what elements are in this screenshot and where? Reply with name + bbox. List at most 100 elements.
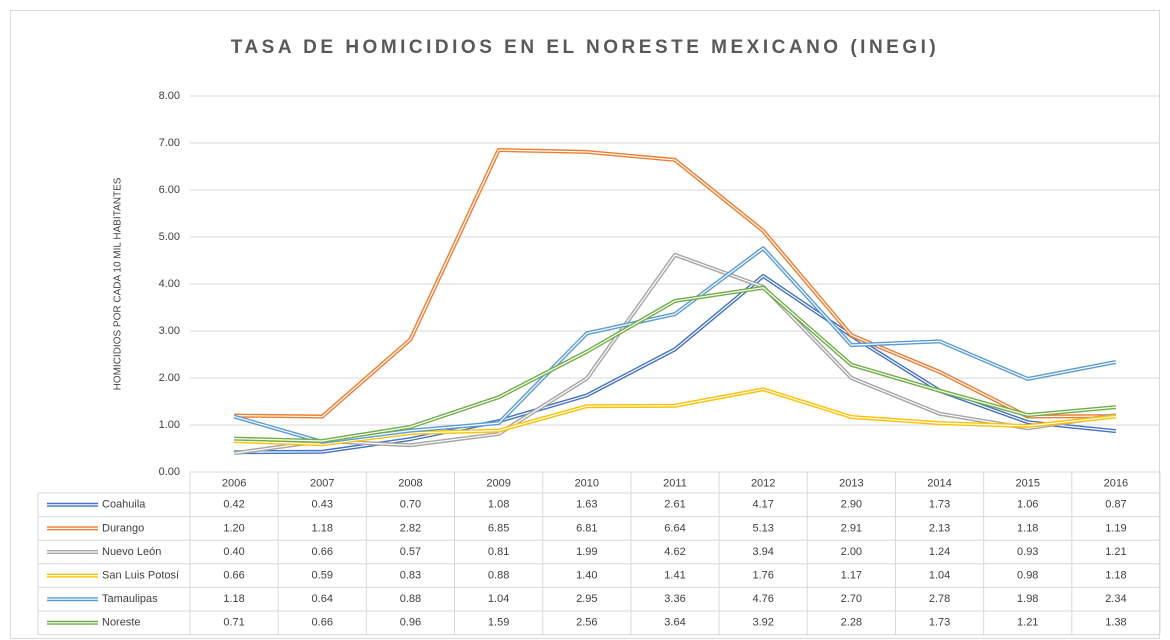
x-tick-label: 2016 — [1104, 477, 1128, 489]
table-cell: 1.41 — [664, 570, 685, 582]
table-cell: 1.04 — [488, 593, 509, 605]
table-cell: 0.88 — [400, 593, 421, 605]
x-tick-label: 2008 — [398, 477, 422, 489]
table-cell: 1.59 — [488, 617, 509, 629]
table-cell: 2.91 — [841, 522, 862, 534]
table-cell: 3.64 — [664, 617, 685, 629]
table-cell: 0.66 — [312, 546, 333, 558]
table-cell: 1.73 — [929, 617, 950, 629]
legend-label: Nuevo León — [102, 546, 161, 558]
y-tick-label: 4.00 — [159, 278, 180, 290]
table-cell: 4.17 — [752, 499, 773, 511]
series-line-inner — [234, 287, 1116, 442]
x-tick-label: 2013 — [839, 477, 863, 489]
table-cell: 0.81 — [488, 546, 509, 558]
series-line-inner — [233, 247, 1117, 443]
table-cell: 4.62 — [664, 546, 685, 558]
table-cell: 1.20 — [223, 522, 244, 534]
x-tick-label: 2011 — [663, 477, 687, 489]
y-tick-label: 3.00 — [159, 325, 180, 337]
legend-label: Durango — [102, 522, 144, 534]
table-cell: 3.92 — [752, 617, 773, 629]
table-cell: 3.36 — [664, 593, 685, 605]
table-cell: 0.98 — [1017, 570, 1038, 582]
table-cell: 1.98 — [1017, 593, 1038, 605]
legend-label: Tamaulipas — [102, 593, 158, 605]
table-cell: 0.42 — [223, 499, 244, 511]
y-tick-label: 0.00 — [159, 466, 180, 478]
x-tick-label: 2009 — [486, 477, 510, 489]
table-cell: 1.63 — [576, 499, 597, 511]
table-cell: 1.24 — [929, 546, 950, 558]
x-tick-label: 2006 — [222, 477, 246, 489]
table-cell: 0.57 — [400, 546, 421, 558]
x-tick-label: 2012 — [751, 477, 775, 489]
table-cell: 2.70 — [841, 593, 862, 605]
series-line-inner — [234, 254, 1116, 454]
table-cell: 0.83 — [400, 570, 421, 582]
table-cell: 1.04 — [929, 570, 950, 582]
table-cell: 2.61 — [664, 499, 685, 511]
table-cell: 0.87 — [1105, 499, 1126, 511]
table-cell: 0.70 — [400, 499, 421, 511]
x-tick-label: 2007 — [310, 477, 334, 489]
table-cell: 2.78 — [929, 593, 950, 605]
table-cell: 0.96 — [400, 617, 421, 629]
table-cell: 3.94 — [752, 546, 773, 558]
table-cell: 1.40 — [576, 570, 597, 582]
table-cell: 1.73 — [929, 499, 950, 511]
table-cell: 1.76 — [752, 570, 773, 582]
table-cell: 1.38 — [1105, 617, 1126, 629]
table-cell: 0.88 — [488, 570, 509, 582]
table-cell: 1.18 — [312, 522, 333, 534]
table-cell: 0.66 — [223, 570, 244, 582]
x-tick-label: 2015 — [1015, 477, 1039, 489]
y-tick-label: 2.00 — [159, 372, 180, 384]
table-cell: 2.34 — [1105, 593, 1126, 605]
table-cell: 2.00 — [841, 546, 862, 558]
y-tick-label: 7.00 — [159, 137, 180, 149]
table-cell: 2.90 — [841, 499, 862, 511]
y-tick-label: 5.00 — [159, 231, 180, 243]
y-tick-label: 8.00 — [159, 90, 180, 102]
table-cell: 1.21 — [1017, 617, 1038, 629]
table-cell: 0.59 — [312, 570, 333, 582]
table-cell: 0.66 — [312, 617, 333, 629]
legend-label: Noreste — [102, 617, 141, 629]
table-cell: 1.18 — [223, 593, 244, 605]
table-cell: 1.99 — [576, 546, 597, 558]
table-cell: 6.85 — [488, 522, 509, 534]
table-cell: 4.76 — [752, 593, 773, 605]
table-cell: 2.82 — [400, 522, 421, 534]
x-tick-label: 2014 — [927, 477, 951, 489]
table-cell: 0.43 — [312, 499, 333, 511]
chart-border — [10, 10, 1160, 639]
table-cell: 1.18 — [1105, 570, 1126, 582]
table-cell: 2.28 — [841, 617, 862, 629]
table-cell: 1.08 — [488, 499, 509, 511]
legend-label: San Luis Potosí — [102, 570, 179, 582]
series-line-inner — [234, 149, 1116, 418]
y-axis-label: HOMICIDIOS POR CADA 10 MIL HABITANTES — [113, 177, 124, 390]
table-cell: 2.13 — [929, 522, 950, 534]
chart-title: TASA DE HOMICIDIOS EN EL NORESTE MEXICAN… — [231, 37, 939, 58]
series-line-inner — [234, 388, 1116, 445]
y-tick-label: 1.00 — [159, 419, 180, 431]
table-cell: 0.71 — [223, 617, 244, 629]
table-cell: 6.64 — [664, 522, 685, 534]
table-cell: 0.64 — [312, 593, 333, 605]
table-cell: 5.13 — [752, 522, 773, 534]
table-cell: 1.19 — [1105, 522, 1126, 534]
table-cell: 6.81 — [576, 522, 597, 534]
table-cell: 1.18 — [1017, 522, 1038, 534]
legend-label: Coahuila — [102, 499, 146, 511]
table-cell: 1.21 — [1105, 546, 1126, 558]
table-cell: 0.40 — [223, 546, 244, 558]
table-cell: 1.17 — [841, 570, 862, 582]
table-cell: 2.95 — [576, 593, 597, 605]
table-cell: 1.06 — [1017, 499, 1038, 511]
table-cell: 2.56 — [576, 617, 597, 629]
x-tick-label: 2010 — [575, 477, 599, 489]
y-tick-label: 6.00 — [159, 184, 180, 196]
